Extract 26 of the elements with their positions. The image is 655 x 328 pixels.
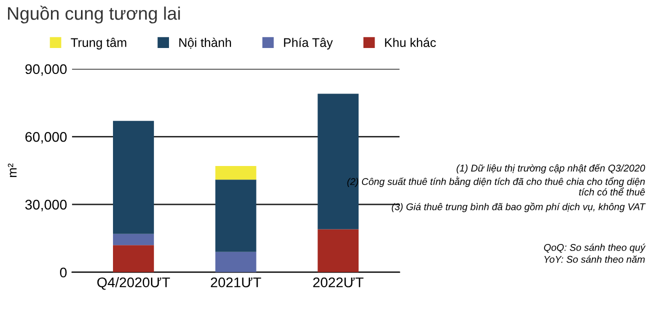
y-axis-title: m² bbox=[8, 164, 17, 178]
legend-label: Trung tâm bbox=[70, 38, 126, 50]
annotation: (3) Giá thuê trung bình đã bao gồm phí dịch vụ, không VAT bbox=[392, 202, 646, 212]
legend-label: Nội thành bbox=[179, 38, 231, 49]
text: QoQ: So sánh theo quý bbox=[544, 244, 646, 253]
bar bbox=[112, 245, 154, 272]
bar bbox=[112, 234, 154, 246]
y-tick-label: 90,000 bbox=[25, 64, 67, 76]
text: YoY: So sánh theo năm bbox=[544, 256, 645, 263]
bar bbox=[215, 252, 256, 272]
bar bbox=[318, 229, 359, 272]
bar bbox=[112, 120, 154, 234]
text: (1) Dữ liệu thị trường cập nhật đến Q3/2020 bbox=[456, 164, 646, 174]
x-tick-label: 2021ƯT bbox=[210, 277, 262, 288]
bar bbox=[215, 180, 256, 252]
y-tick-label: 0 bbox=[60, 268, 67, 278]
legend-label: Phía Tây bbox=[284, 38, 333, 50]
bar bbox=[215, 166, 256, 180]
chart-title: Nguồn cung tương lai bbox=[8, 6, 180, 24]
x-tick-label: Q4/2020ƯT bbox=[97, 277, 170, 290]
y-tick-label: 60,000 bbox=[25, 132, 67, 144]
bar bbox=[318, 94, 359, 230]
y-tick-label: 30,000 bbox=[25, 200, 67, 212]
annotation: (2) Công suất thuê tính bằng diện tích đã cho thuê chia cho tổng diện tích có thể thuê bbox=[347, 176, 645, 196]
x-tick-label: 2022ƯT bbox=[313, 277, 364, 288]
legend-label: Khu khác bbox=[385, 38, 436, 48]
